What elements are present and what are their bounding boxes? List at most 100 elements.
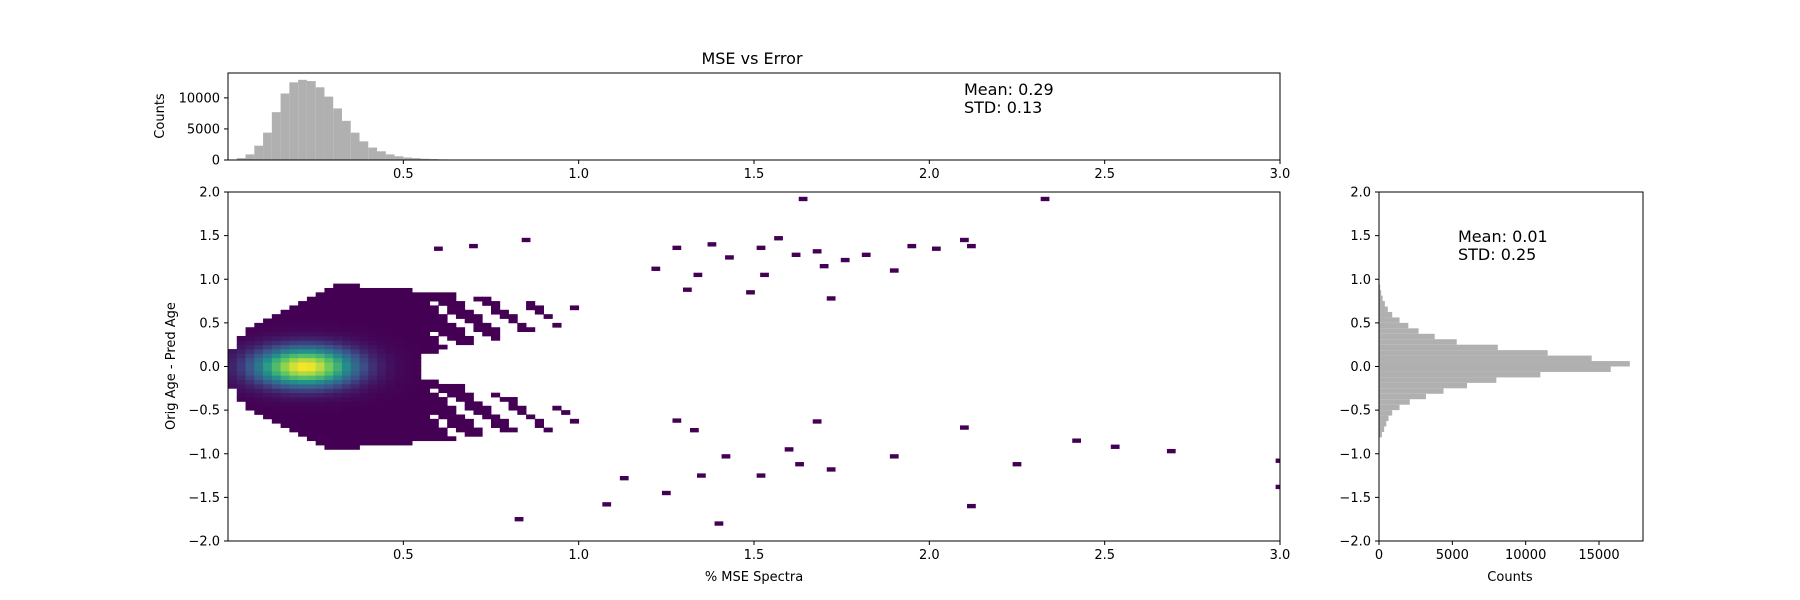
- heatmap-cell: [412, 327, 422, 332]
- heatmap-cell: [447, 423, 457, 428]
- heatmap-cell: [263, 327, 273, 332]
- heatmap-cell: [359, 349, 369, 354]
- heatmap-cell: [403, 379, 413, 385]
- heatmap-cell: [280, 349, 290, 354]
- heatmap-cell: [464, 397, 474, 402]
- heatmap-cell: [263, 410, 273, 415]
- heatmap-cell: [245, 397, 255, 402]
- heatmap-cell: [517, 322, 527, 328]
- heatmap-cell: [534, 423, 544, 428]
- heatmap-cell: [455, 423, 466, 428]
- heatmap-cell: [306, 353, 317, 359]
- heatmap-cell: [420, 405, 431, 411]
- heatmap-cell: [263, 349, 273, 354]
- heatmap-cell: [280, 327, 290, 332]
- top-std-annotation: STD: 0.13: [964, 98, 1042, 117]
- heatmap-cell: [236, 344, 246, 350]
- heatmap-outlier-cell: [682, 287, 692, 292]
- right-hist-bar: [1379, 377, 1497, 383]
- heatmap-cell: [377, 287, 387, 293]
- heatmap-cell: [394, 383, 404, 389]
- heatmap-cell: [412, 366, 422, 372]
- heatmap-cell: [473, 431, 483, 437]
- heatmap-cell: [429, 305, 439, 311]
- right-hist-bar: [1379, 322, 1409, 329]
- heatmap-cell: [420, 344, 431, 350]
- heatmap-cell: [359, 383, 369, 389]
- heatmap-cell: [254, 353, 264, 359]
- heatmap-cell: [491, 418, 501, 424]
- heatmap-cell: [385, 414, 395, 420]
- heatmap-cell: [271, 318, 281, 324]
- heatmap-cell: [499, 397, 509, 402]
- heatmap-cell: [280, 405, 290, 411]
- heatmap-cell: [350, 287, 360, 293]
- heatmap-cell: [420, 427, 431, 433]
- right-y-tick-label: 1.5: [1350, 229, 1371, 244]
- heatmap-cell: [324, 388, 334, 394]
- heatmap-cell: [455, 383, 466, 389]
- heatmap-cell: [420, 314, 431, 319]
- heatmap-cell: [447, 388, 457, 394]
- heatmap-cell: [350, 414, 360, 420]
- heatmap-cell: [403, 322, 413, 328]
- heatmap-cell: [341, 283, 352, 289]
- heatmap-cell: [464, 423, 474, 428]
- heatmap-outlier-cell: [1110, 444, 1120, 449]
- heatmap-cell: [280, 370, 290, 376]
- right-x-tick-label: 15000: [1578, 548, 1619, 563]
- right-hist-bar: [1379, 361, 1630, 367]
- heatmap-cell: [473, 296, 483, 302]
- heatmap-cell: [464, 431, 474, 437]
- heatmap-cell: [280, 379, 290, 385]
- heatmap-cell: [254, 405, 264, 411]
- heatmap-cell: [341, 375, 352, 380]
- heatmap-cell: [377, 397, 387, 402]
- heatmap-cell: [499, 427, 509, 433]
- top-x-tick-label: 1.5: [744, 167, 765, 182]
- right-hist-bar: [1379, 388, 1444, 394]
- heatmap-cell: [298, 314, 308, 319]
- heatmap-cell: [333, 431, 343, 437]
- top-y-tick-label: 10000: [179, 91, 220, 106]
- heatmap-cell: [236, 383, 246, 389]
- heatmap-cell: [263, 322, 273, 328]
- heatmap-cell: [377, 401, 387, 407]
- heatmap-cell: [403, 318, 413, 324]
- heatmap-cell: [403, 397, 413, 402]
- heatmap-cell: [385, 305, 395, 311]
- heatmap-cell: [359, 314, 369, 319]
- heatmap-cell: [543, 427, 553, 433]
- heatmap-cell: [324, 287, 334, 293]
- heatmap-cell: [385, 410, 395, 415]
- heatmap-cell: [289, 401, 299, 407]
- heatmap-cell: [359, 327, 369, 332]
- heatmap-cell: [341, 383, 352, 389]
- heatmap-cell: [289, 427, 299, 433]
- heatmap-cell: [359, 301, 369, 306]
- heatmap-cell: [508, 318, 518, 324]
- heatmap-cell: [403, 366, 413, 372]
- heatmap-cell: [306, 427, 317, 433]
- heatmap-cell: [228, 349, 238, 354]
- heatmap-cell: [368, 353, 378, 359]
- heatmap-cell: [333, 427, 343, 433]
- heatmap-cell: [280, 314, 290, 319]
- heatmap-cell: [324, 383, 334, 389]
- heatmap-cell: [455, 388, 466, 394]
- heatmap-cell: [359, 375, 369, 380]
- heatmap-cell: [368, 436, 378, 442]
- heatmap-cell: [394, 431, 404, 437]
- heatmap-cell: [280, 418, 290, 424]
- heatmap-cell: [245, 366, 255, 372]
- heatmap-cell: [306, 370, 317, 376]
- heatmap-cell: [306, 322, 317, 328]
- right-hist-bar: [1379, 290, 1382, 296]
- heatmap-outlier-cell: [931, 246, 941, 251]
- right-hist-bar: [1379, 328, 1419, 334]
- heatmap-cell: [359, 388, 369, 394]
- heatmap-cell: [420, 349, 431, 354]
- heatmap-cell: [236, 362, 246, 367]
- heatmap-cell: [420, 301, 431, 306]
- heatmap-cell: [412, 357, 422, 363]
